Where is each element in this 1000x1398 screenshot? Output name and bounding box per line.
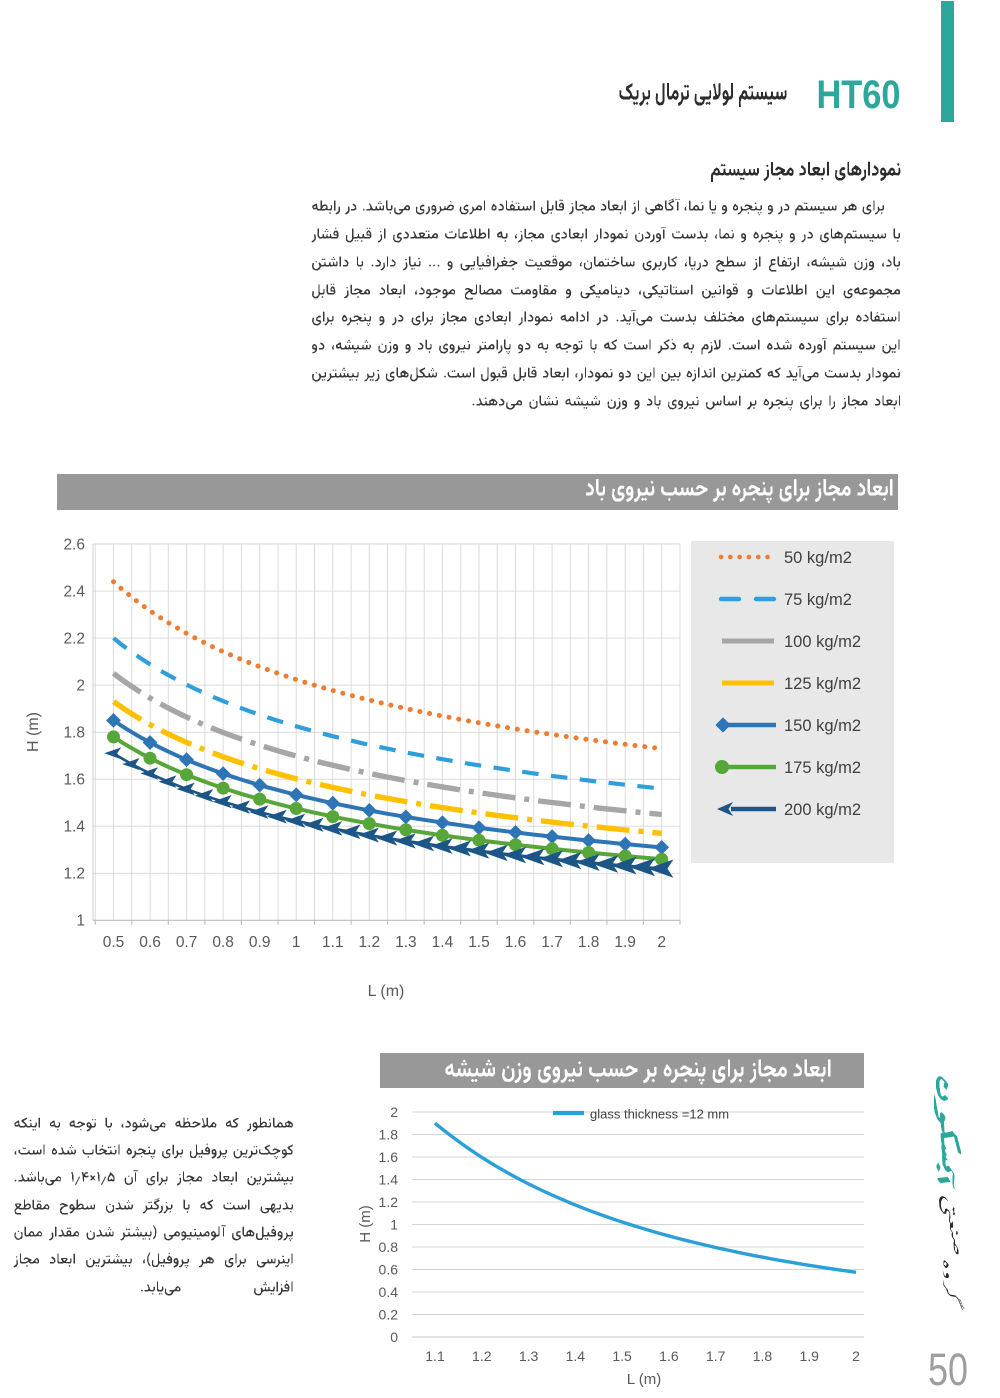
svg-text:1: 1	[76, 913, 85, 930]
svg-text:1: 1	[292, 934, 301, 951]
svg-text:glass thickness =12 mm: glass thickness =12 mm	[590, 1106, 729, 1121]
svg-text:1.8: 1.8	[578, 934, 600, 951]
svg-text:1.7: 1.7	[541, 934, 563, 951]
svg-text:1.4: 1.4	[379, 1171, 399, 1187]
svg-text:1.4: 1.4	[432, 934, 454, 951]
svg-text:1.6: 1.6	[505, 934, 527, 951]
svg-text:1.6: 1.6	[63, 772, 85, 789]
svg-text:0.5: 0.5	[103, 934, 125, 951]
svg-text:75 kg/m2: 75 kg/m2	[784, 591, 852, 609]
svg-text:L (m): L (m)	[627, 1371, 661, 1388]
svg-text:125 kg/m2: 125 kg/m2	[784, 675, 861, 693]
svg-text:1.2: 1.2	[379, 1194, 399, 1210]
svg-text:0.7: 0.7	[176, 934, 198, 951]
svg-text:50: 50	[928, 1344, 968, 1395]
svg-text:2: 2	[852, 1348, 860, 1364]
svg-text:0.9: 0.9	[249, 934, 271, 951]
svg-text:0.6: 0.6	[139, 934, 161, 951]
svg-text:0: 0	[390, 1329, 398, 1345]
svg-text:1.8: 1.8	[379, 1126, 399, 1142]
svg-text:1.5: 1.5	[468, 934, 490, 951]
svg-text:150 kg/m2: 150 kg/m2	[784, 717, 861, 735]
svg-text:2: 2	[657, 934, 666, 951]
svg-text:2: 2	[390, 1104, 398, 1120]
svg-text:1.2: 1.2	[359, 934, 381, 951]
svg-text:1.2: 1.2	[63, 866, 85, 883]
svg-text:1.4: 1.4	[63, 819, 85, 836]
svg-text:1.1: 1.1	[322, 934, 344, 951]
svg-text:HT60: HT60	[817, 73, 901, 117]
svg-text:0.8: 0.8	[379, 1239, 399, 1255]
svg-text:0.8: 0.8	[212, 934, 234, 951]
svg-text:2: 2	[76, 678, 85, 695]
svg-text:1.6: 1.6	[379, 1149, 399, 1165]
svg-text:1.9: 1.9	[614, 934, 636, 951]
svg-text:1.8: 1.8	[753, 1348, 773, 1364]
svg-text:100 kg/m2: 100 kg/m2	[784, 633, 861, 651]
svg-text:0.6: 0.6	[379, 1261, 399, 1277]
svg-text:1.6: 1.6	[659, 1348, 679, 1364]
svg-text:1.3: 1.3	[395, 934, 417, 951]
svg-text:1.2: 1.2	[472, 1348, 492, 1364]
svg-text:1.9: 1.9	[800, 1348, 820, 1364]
svg-text:1.1: 1.1	[425, 1348, 445, 1364]
svg-text:0.4: 0.4	[379, 1284, 399, 1300]
svg-text:200 kg/m2: 200 kg/m2	[784, 801, 861, 819]
svg-text:0.2: 0.2	[379, 1306, 399, 1322]
svg-text:2.6: 2.6	[63, 536, 85, 553]
svg-text:2.4: 2.4	[63, 583, 85, 600]
svg-text:1.5: 1.5	[612, 1348, 632, 1364]
svg-text:H (m): H (m)	[25, 712, 42, 752]
svg-text:1.3: 1.3	[519, 1348, 539, 1364]
svg-text:L (m): L (m)	[368, 983, 405, 1000]
svg-text:1.4: 1.4	[566, 1348, 586, 1364]
svg-text:175 kg/m2: 175 kg/m2	[784, 759, 861, 777]
svg-text:50 kg/m2: 50 kg/m2	[784, 549, 852, 567]
svg-text:2.2: 2.2	[63, 630, 85, 647]
svg-text:1.7: 1.7	[706, 1348, 726, 1364]
svg-text:1.8: 1.8	[63, 725, 85, 742]
svg-text:H (m): H (m)	[357, 1205, 374, 1243]
svg-text:1: 1	[390, 1216, 398, 1232]
